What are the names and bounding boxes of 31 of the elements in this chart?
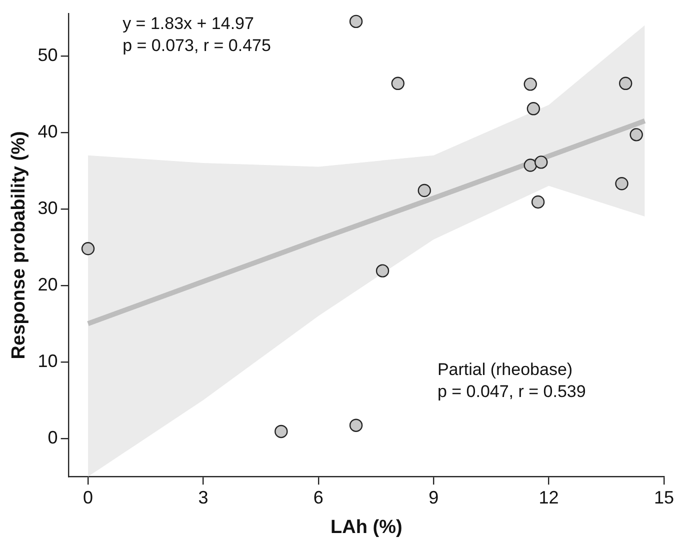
x-tick-label: 0 <box>83 487 94 508</box>
y-tick-label: 30 <box>38 198 58 218</box>
point <box>391 76 404 90</box>
point <box>274 424 288 438</box>
point <box>524 158 537 172</box>
x-axis-title: LAh (%) <box>330 516 402 538</box>
y-axis-title: Response probability (%) <box>8 131 30 360</box>
point <box>81 242 95 256</box>
point <box>526 102 540 116</box>
point <box>418 184 431 198</box>
x-tick-label: 6 <box>313 487 324 508</box>
annotation: Partial (rheobase) p = 0.047, r = 0.539 <box>437 360 586 402</box>
point <box>524 78 537 91</box>
x-tick-label: 12 <box>538 487 559 508</box>
point <box>349 418 363 432</box>
point <box>531 195 545 209</box>
y-tick-label: 0 <box>48 427 58 448</box>
point <box>376 264 390 278</box>
point <box>618 76 632 90</box>
point <box>630 128 643 142</box>
point <box>534 156 548 169</box>
annotation: y = 1.83x + 14.97 p = 0.073, r = 0.475 <box>122 14 271 55</box>
x-tick-label: 3 <box>198 487 208 508</box>
y-tick-label: 10 <box>38 350 58 371</box>
point <box>349 14 363 28</box>
x-tick-label: 9 <box>428 487 439 508</box>
x-tick-label: 15 <box>654 487 674 508</box>
y-tick-label: 40 <box>38 121 58 142</box>
y-tick-label: 50 <box>38 44 58 65</box>
y-tick-label: 20 <box>38 274 58 294</box>
point <box>615 177 628 190</box>
